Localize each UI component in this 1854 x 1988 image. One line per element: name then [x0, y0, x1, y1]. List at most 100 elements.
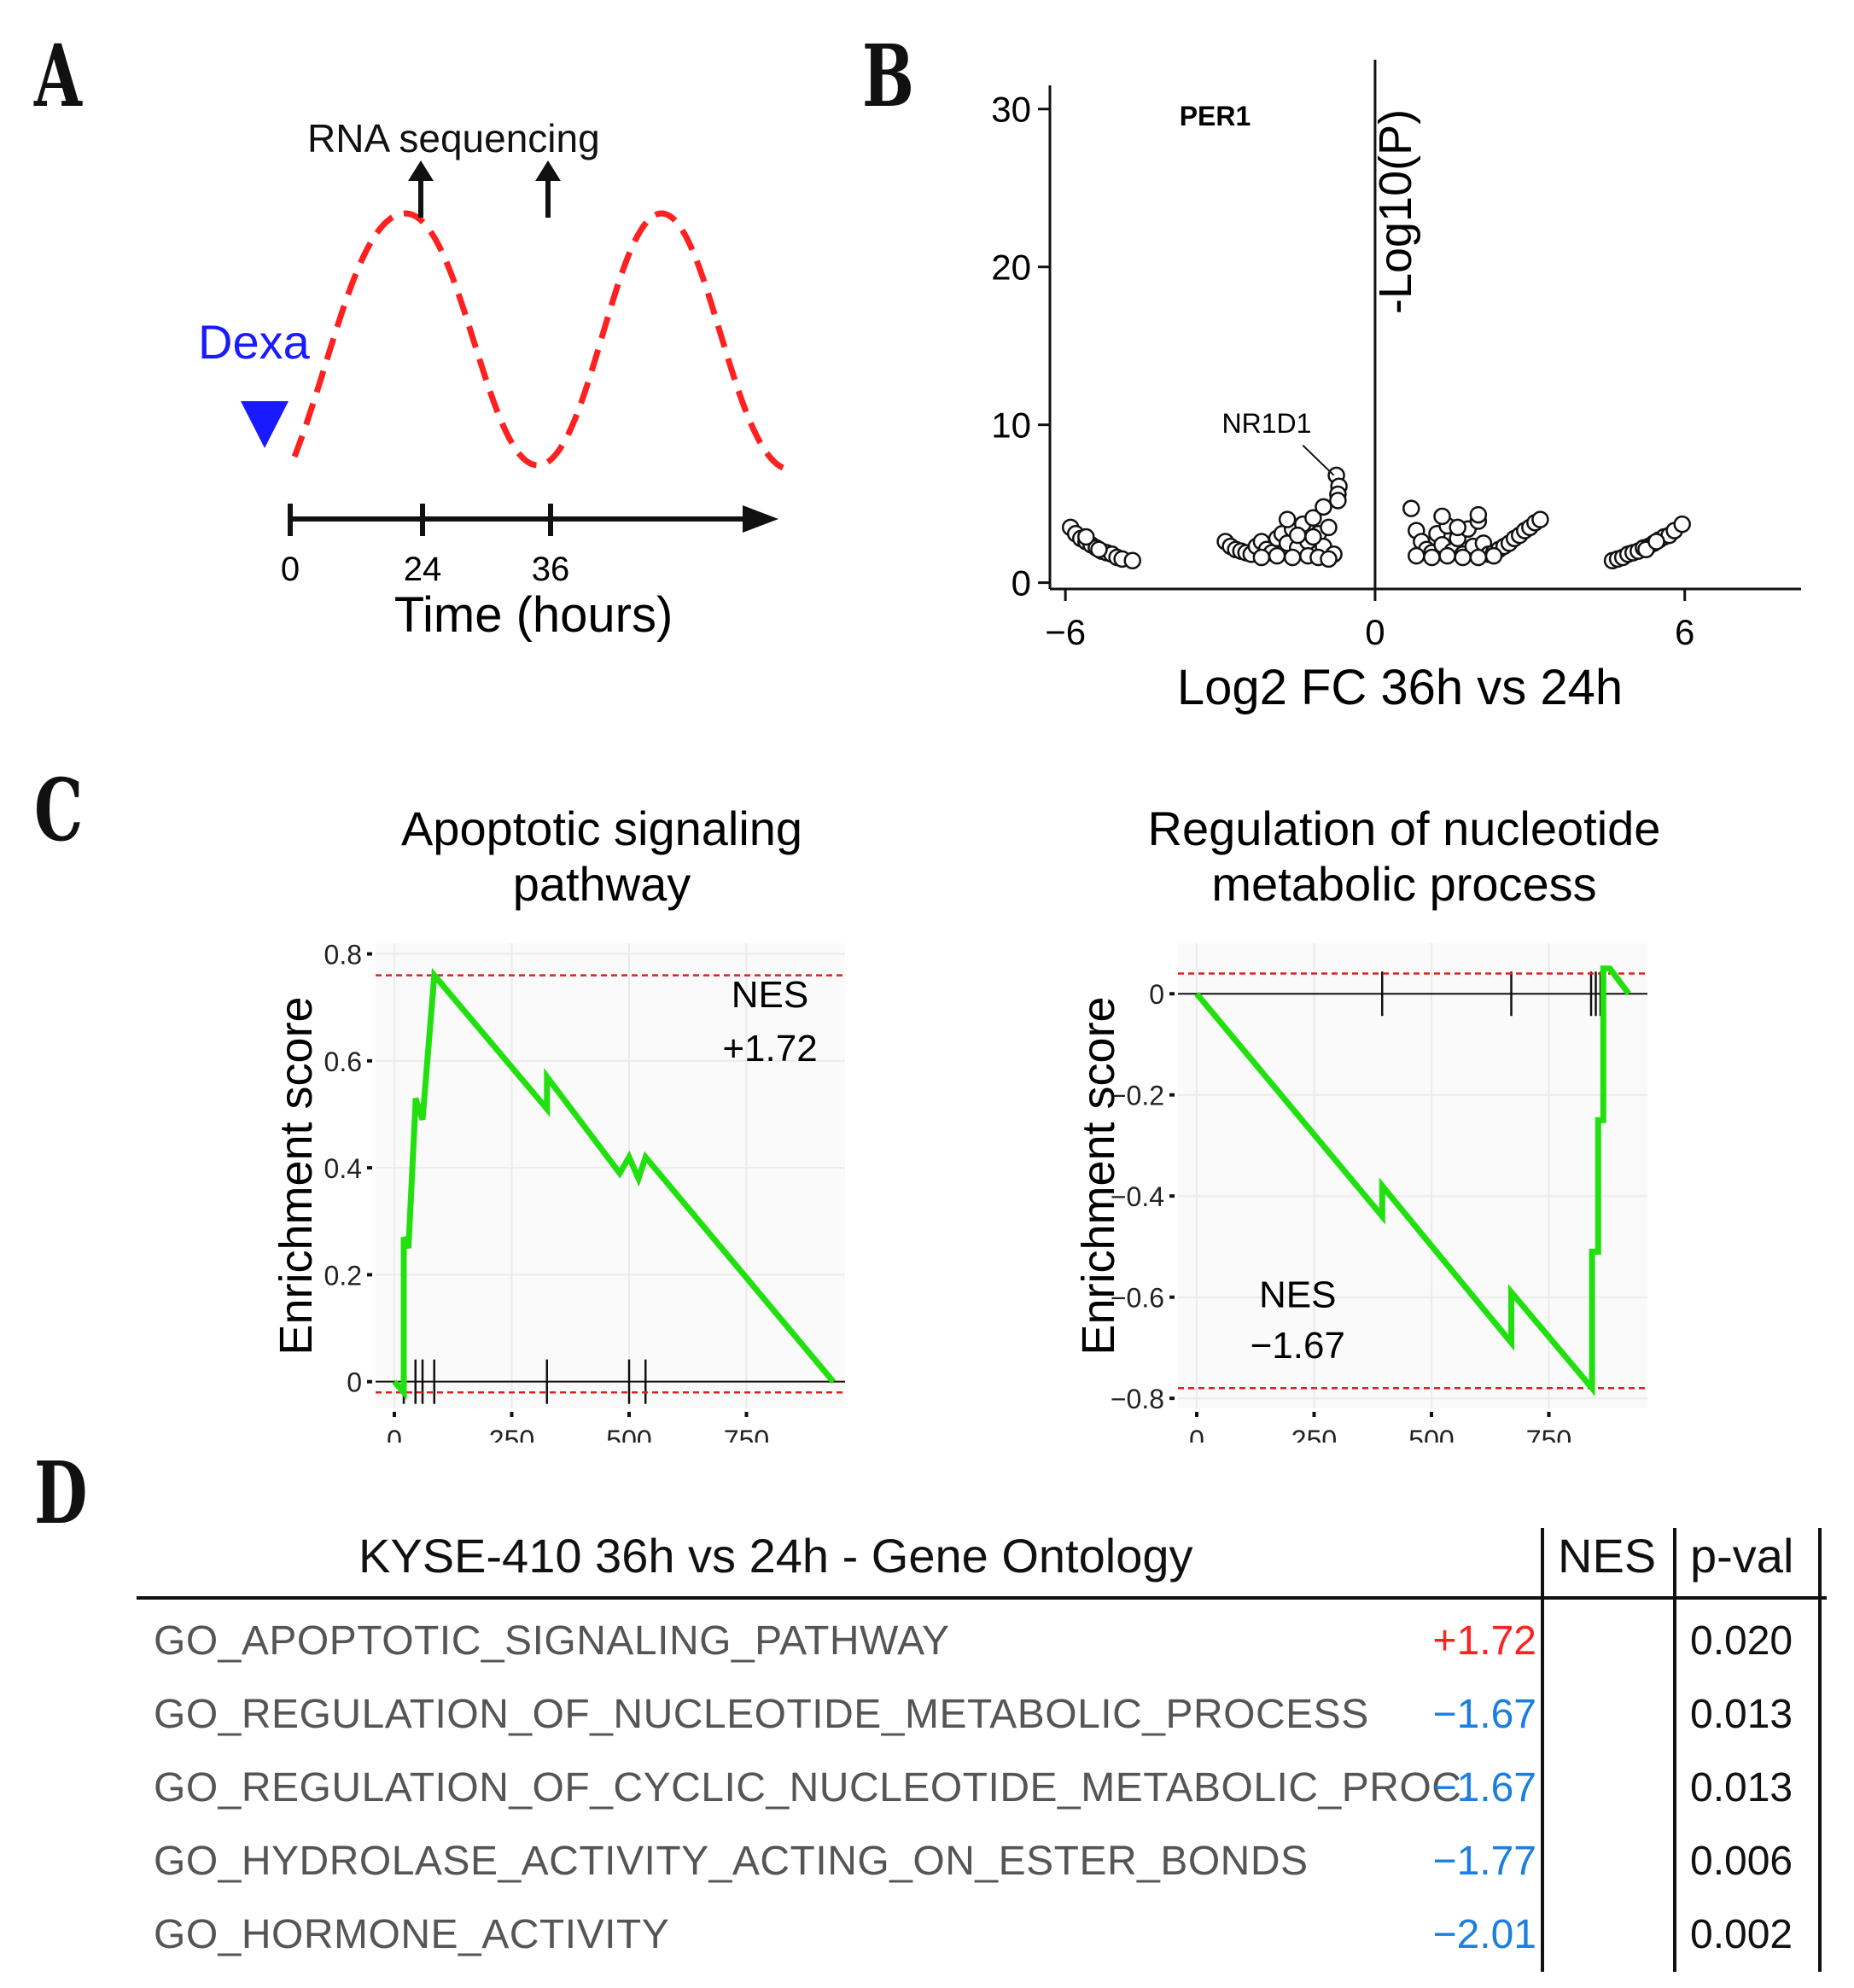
y-tick-label: 0: [347, 1367, 362, 1398]
data-point: [1531, 510, 1549, 528]
label-leader-line: [1302, 444, 1335, 476]
plot-title: Apoptotic signaling: [401, 802, 802, 855]
table-row-term: GO_HYDROLASE_ACTIVITY_ACTING_ON_ESTER_BO…: [154, 1839, 1309, 1884]
dexa-marker-icon: [241, 401, 289, 448]
y-tick-label: 0.2: [324, 1260, 362, 1291]
table-row-nes: −1.67: [1432, 1765, 1536, 1810]
table-row-term: GO_HORMONE_ACTIVITY: [154, 1912, 670, 1957]
x-axis-title: Log2 FC 36h vs 24h: [1177, 660, 1623, 715]
panel-label-b: B: [862, 26, 914, 126]
gene-label-nr1d1: NR1D1: [1221, 408, 1311, 439]
panel-label-a: A: [34, 26, 82, 126]
nes-value: +1.72: [722, 1028, 817, 1070]
data-point: [1433, 507, 1451, 526]
table-header-rule: [137, 1596, 1827, 1600]
table-row-pval: 0.002: [1690, 1912, 1793, 1957]
data-point: [1304, 528, 1322, 546]
table-row-pval: 0.020: [1690, 1618, 1793, 1664]
x-tick-label: −6: [1045, 612, 1086, 652]
y-tick-label: −0.8: [1111, 1384, 1164, 1414]
x-tick-label: 750: [1526, 1425, 1571, 1443]
time-tick-label: 0: [281, 551, 300, 588]
panel-label-c: C: [34, 760, 84, 860]
plot-background: [376, 943, 845, 1408]
gene-label-per1: PER1: [1180, 101, 1251, 131]
data-point: [1647, 533, 1665, 551]
table-row-pval: 0.006: [1690, 1839, 1793, 1884]
table-row-pval: 0.013: [1690, 1765, 1793, 1810]
data-point: [1090, 540, 1108, 559]
data-point: [1268, 546, 1286, 565]
enrichment-curve: [392, 967, 836, 1401]
x-tick-label: 750: [724, 1425, 769, 1443]
table-row-term: GO_REGULATION_OF_CYCLIC_NUCLEOTIDE_METAB…: [154, 1765, 1474, 1810]
oscillation-wave: [291, 210, 790, 473]
table-divider: [1541, 1528, 1544, 1972]
data-point: [1315, 498, 1332, 516]
volcano-plot: 0 10 20 30 −6 0 6 Log2 FC 36h vs 24h -Log10(P) PE…: [991, 60, 1801, 715]
data-point: [1673, 515, 1691, 533]
enrichment-curve: [1194, 965, 1631, 1396]
data-point: [1402, 499, 1420, 517]
y-tick-label: 10: [991, 405, 1031, 446]
column-header-pval: p-val: [1690, 1529, 1794, 1583]
x-tick-label: 0: [1365, 612, 1385, 652]
dexa-label: Dexa: [198, 315, 311, 369]
arrow-right-icon: [743, 505, 778, 533]
y-axis-title: Enrichment score: [1073, 996, 1124, 1355]
nes-value: −1.67: [1251, 1325, 1345, 1367]
table-row-term: GO_APOPTOTIC_SIGNALING_PATHWAY: [154, 1618, 950, 1664]
arrow-up-icon: [535, 160, 561, 181]
x-tick-label: 500: [1408, 1425, 1454, 1443]
data-point: [1252, 548, 1271, 567]
y-tick-label: 20: [991, 248, 1031, 288]
table-title: KYSE-410 36h vs 24h - Gene Ontology: [359, 1529, 1193, 1583]
table-row-pval: 0.013: [1690, 1692, 1793, 1737]
panel-label-d: D: [34, 1443, 88, 1543]
table-divider: [1673, 1528, 1676, 1972]
y-tick-label: −0.6: [1111, 1283, 1164, 1314]
data-point: [1469, 505, 1488, 524]
data-point: [1320, 518, 1338, 537]
data-point: [1123, 551, 1141, 569]
table-divider: [1818, 1528, 1822, 1972]
table-row-nes: −1.77: [1432, 1839, 1536, 1884]
plot-background: [1178, 943, 1647, 1408]
data-point: [1283, 548, 1302, 567]
data-point: [1449, 518, 1466, 537]
data-point: [1320, 550, 1338, 568]
data-point: [1438, 546, 1456, 565]
data-point: [1278, 510, 1297, 528]
data-point: [1408, 546, 1425, 565]
x-tick-label: 6: [1675, 612, 1694, 652]
y-tick-label: 0: [1149, 979, 1164, 1010]
y-tick-label: 0.8: [324, 940, 362, 971]
table-row-nes: +1.72: [1432, 1618, 1536, 1664]
data-point: [1077, 528, 1095, 546]
y-tick-label: −0.2: [1111, 1081, 1164, 1111]
data-point: [1454, 548, 1472, 567]
data-point: [1484, 546, 1503, 565]
x-tick-label: 500: [606, 1425, 651, 1443]
time-tick-label: 24: [404, 551, 442, 588]
y-axis-title: -Log10(P): [1370, 109, 1421, 314]
x-tick-label: 0: [1189, 1425, 1204, 1443]
panel-a-schematic: Dexa RNA sequencing 0 24 36 Time (hours): [198, 116, 790, 643]
nes-label: NES: [732, 974, 808, 1016]
y-axis-title: Enrichment score: [271, 996, 322, 1355]
y-tick-label: 30: [991, 90, 1031, 130]
data-point: [1329, 492, 1347, 510]
y-tick-label: 0: [1012, 563, 1031, 603]
arrow-up-icon: [408, 160, 434, 181]
rna-sequencing-label: RNA sequencing: [307, 116, 600, 160]
data-point: [1469, 548, 1488, 567]
time-axis-title: Time (hours): [394, 587, 673, 643]
data-point: [1288, 526, 1307, 545]
plot-title: Regulation of nucleotide: [1148, 802, 1661, 855]
y-tick-label: −0.4: [1111, 1181, 1164, 1212]
table-row-term: GO_REGULATION_OF_NUCLEOTIDE_METABOLIC_PR…: [154, 1692, 1369, 1737]
nes-label: NES: [1259, 1274, 1336, 1316]
plot-title: pathway: [513, 857, 691, 911]
